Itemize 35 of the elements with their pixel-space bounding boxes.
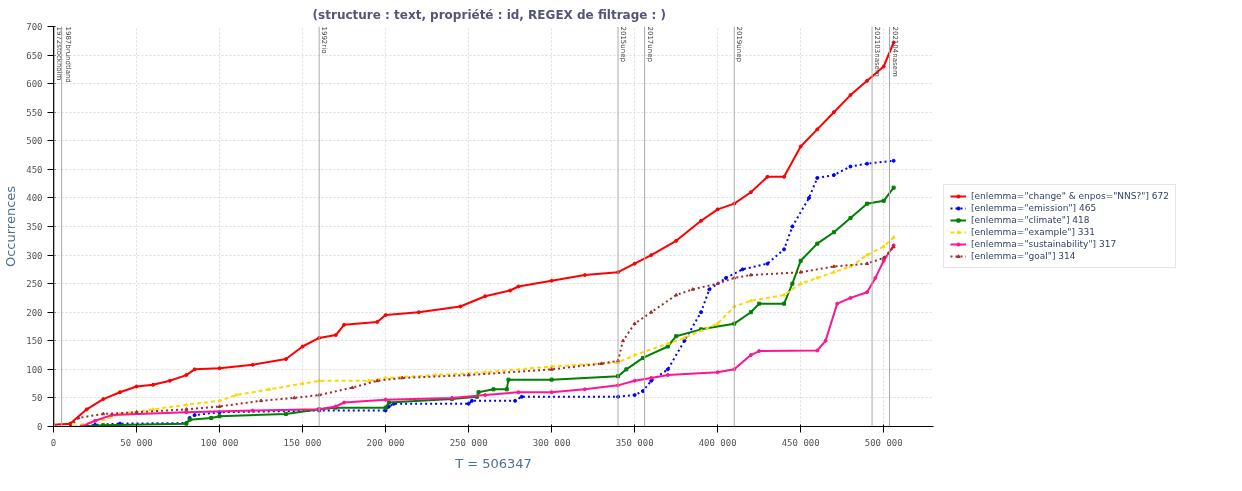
- y-tick-label: 0: [37, 422, 43, 432]
- legend-label: [enlemma="sustainability"] 317: [971, 239, 1117, 249]
- y-tick-label: 100: [26, 364, 43, 375]
- x-tick-label: 500 000: [864, 437, 903, 448]
- legend-label: [enlemma="change" & enpos="NNS?"] 672: [971, 191, 1169, 201]
- x-axis-title: T = 506347: [454, 455, 532, 471]
- x-tick-label: 250 000: [449, 437, 488, 448]
- y-tick-label: 250: [26, 279, 43, 290]
- y-tick-label: 450: [26, 164, 43, 175]
- y-tick-label: 650: [26, 50, 43, 61]
- y-tick-label: 50: [31, 393, 43, 404]
- y-tick-label: 700: [26, 22, 43, 32]
- legend-label: [enlemma="goal"] 314: [971, 251, 1076, 261]
- y-tick-label: 150: [26, 336, 43, 347]
- y-tick-label: 400: [26, 193, 43, 204]
- x-tick-label: 0: [50, 437, 57, 448]
- x-tick-label: 300 000: [532, 437, 571, 448]
- y-tick-label: 300: [26, 250, 43, 261]
- legend-label: [enlemma="emission"] 465: [971, 203, 1097, 213]
- y-tick-label: 350: [26, 222, 43, 232]
- legend-label: [enlemma="climate"] 418: [971, 215, 1090, 225]
- x-tick-label: 400 000: [698, 437, 737, 448]
- y-tick-label: 550: [26, 107, 43, 118]
- y-tick-label: 500: [26, 136, 43, 147]
- x-tick-label: 200 000: [366, 437, 405, 448]
- y-tick-label: 600: [26, 79, 43, 90]
- x-tick-label: 150 000: [283, 437, 322, 448]
- x-tick-label: 100 000: [200, 437, 239, 448]
- y-tick-label: 200: [26, 307, 43, 318]
- x-tick-label: 350 000: [615, 437, 654, 448]
- x-tick-label: 450 000: [781, 437, 820, 448]
- x-tick-label: 50 000: [120, 437, 153, 448]
- y-axis-title: Occurrences: [3, 185, 19, 268]
- chart-title: (structure : text, propriété : id, REGEX de filtrage : ): [312, 7, 667, 22]
- legend-label: [enlemma="example"] 331: [971, 227, 1095, 237]
